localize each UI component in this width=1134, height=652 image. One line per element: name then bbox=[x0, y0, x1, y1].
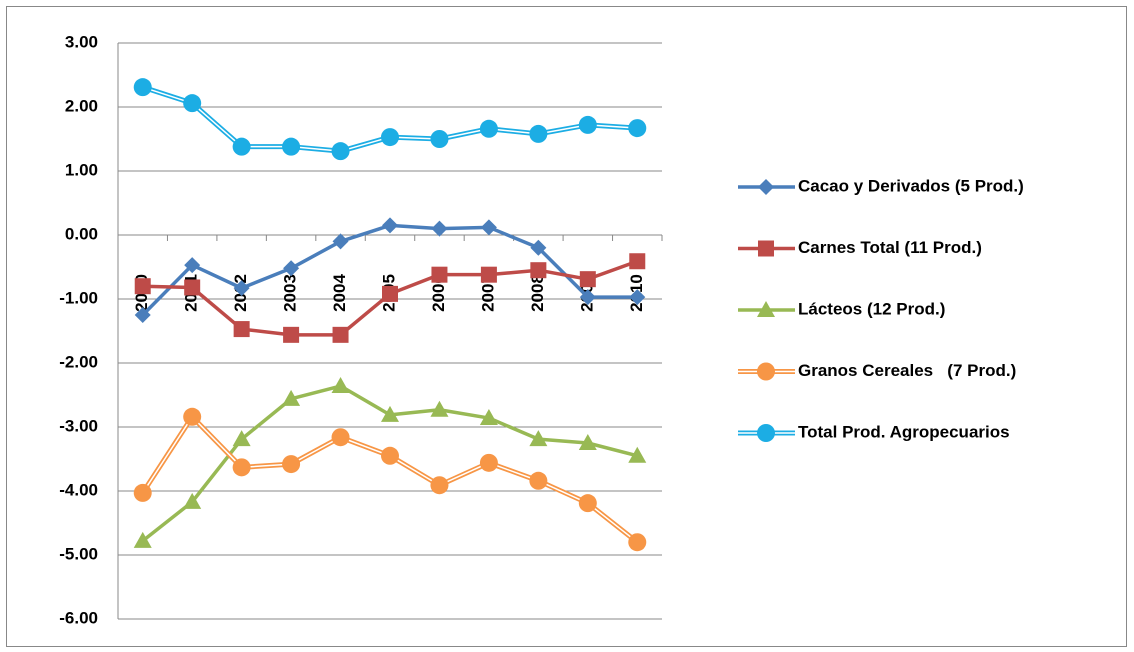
data-point bbox=[480, 219, 497, 236]
data-point bbox=[480, 266, 497, 283]
data-point bbox=[529, 124, 548, 143]
x-tick-label: 2006 bbox=[429, 274, 448, 312]
legend-label: Cacao y Derivados (5 Prod.) bbox=[798, 176, 1024, 195]
data-point bbox=[431, 266, 448, 283]
data-point bbox=[628, 533, 647, 552]
data-point bbox=[579, 271, 596, 288]
data-point bbox=[133, 78, 152, 97]
legend-label: Total Prod. Agropecuarios bbox=[798, 422, 1010, 441]
x-tick-label: 2007 bbox=[478, 274, 497, 312]
data-point bbox=[382, 217, 398, 234]
data-point bbox=[133, 531, 152, 548]
legend-marker bbox=[757, 424, 775, 442]
x-tick-label: 2004 bbox=[330, 274, 349, 312]
data-point bbox=[183, 407, 202, 426]
y-tick-label: -4.00 bbox=[59, 480, 98, 499]
x-tick-label: 2008 bbox=[528, 274, 547, 312]
data-point bbox=[184, 257, 201, 274]
y-tick-label: -6.00 bbox=[59, 608, 98, 627]
y-tick-label: 1.00 bbox=[65, 160, 98, 179]
data-point bbox=[628, 119, 647, 138]
data-point bbox=[430, 130, 449, 148]
y-tick-label: -5.00 bbox=[59, 544, 98, 563]
data-point bbox=[331, 428, 350, 447]
legend-marker bbox=[758, 240, 774, 257]
data-point bbox=[184, 279, 201, 296]
chart-border bbox=[6, 6, 1127, 647]
y-tick-label: 0.00 bbox=[65, 224, 98, 243]
data-point bbox=[579, 289, 596, 306]
data-point bbox=[331, 142, 350, 161]
y-tick-label: 3.00 bbox=[65, 32, 98, 51]
legend-marker bbox=[758, 179, 774, 195]
legend-marker bbox=[757, 301, 775, 317]
data-point bbox=[382, 285, 398, 302]
data-point bbox=[530, 262, 547, 279]
legend-marker bbox=[757, 362, 775, 381]
data-point bbox=[430, 476, 449, 495]
x-tick-label: 2003 bbox=[281, 274, 300, 312]
data-point bbox=[578, 494, 597, 513]
data-point bbox=[282, 389, 301, 406]
data-point bbox=[381, 128, 399, 147]
data-point bbox=[232, 137, 251, 156]
data-point bbox=[232, 430, 251, 447]
data-point bbox=[530, 239, 547, 256]
legend-label: Lácteos (12 Prod.) bbox=[798, 299, 945, 318]
data-point bbox=[183, 94, 202, 113]
data-point bbox=[282, 455, 301, 474]
y-tick-label: -1.00 bbox=[59, 288, 98, 307]
data-point bbox=[133, 483, 152, 502]
data-point bbox=[529, 471, 548, 490]
y-tick-label: -3.00 bbox=[59, 416, 98, 435]
data-point bbox=[283, 326, 300, 343]
data-point bbox=[332, 233, 349, 250]
legend-label: Carnes Total (11 Prod.) bbox=[798, 238, 982, 257]
data-point bbox=[479, 409, 498, 426]
data-point bbox=[431, 220, 448, 237]
y-tick-label: 2.00 bbox=[65, 96, 98, 115]
data-point bbox=[578, 115, 597, 134]
data-point bbox=[134, 278, 151, 295]
data-point bbox=[629, 253, 646, 270]
data-point bbox=[529, 430, 548, 447]
data-point bbox=[381, 446, 399, 465]
data-point bbox=[629, 289, 646, 306]
data-point bbox=[381, 405, 399, 422]
data-point bbox=[183, 492, 202, 509]
data-point bbox=[332, 326, 349, 343]
data-point bbox=[479, 119, 498, 138]
data-point bbox=[628, 446, 647, 463]
data-point bbox=[331, 377, 350, 394]
y-tick-label: -2.00 bbox=[59, 352, 98, 371]
legend-label: Granos Cereales (7 Prod.) bbox=[798, 361, 1016, 380]
data-point bbox=[283, 260, 300, 277]
data-point bbox=[233, 280, 250, 297]
data-point bbox=[430, 400, 449, 417]
data-point bbox=[232, 458, 251, 477]
data-point bbox=[282, 137, 301, 156]
data-point bbox=[233, 321, 250, 338]
data-point bbox=[134, 307, 151, 323]
data-point bbox=[479, 453, 498, 472]
data-point bbox=[578, 434, 597, 450]
